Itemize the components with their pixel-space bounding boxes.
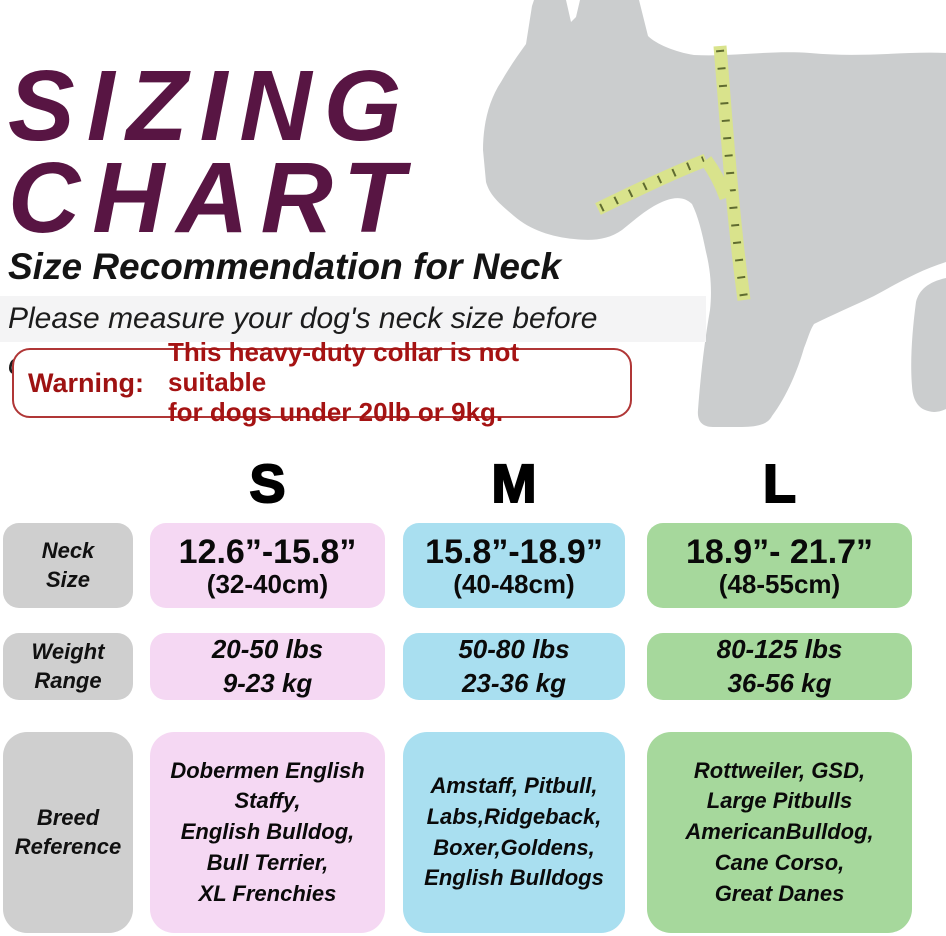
page-subtitle: Size Recommendation for Neck	[8, 246, 562, 287]
row-label-neck-size: Neck Size	[3, 523, 133, 608]
breed-list: Dobermen English Staffy, English Bulldog…	[170, 757, 365, 906]
row-label-text: Weight Range	[31, 638, 105, 693]
column-header-l: L	[762, 453, 797, 515]
breed-list: Rottweiler, GSD, Large Pitbulls American…	[685, 757, 874, 906]
weight-range-text: 80-125 lbs 36-56 kg	[716, 633, 843, 698]
warning-label: Warning:	[28, 367, 144, 398]
cell-breed-reference-s: Dobermen English Staffy, English Bulldog…	[150, 732, 385, 933]
cell-weight-range-m: 50-80 lbs 23-36 kg	[403, 633, 625, 700]
measuring-tape-vertical	[713, 45, 751, 301]
cell-weight-range-s: 20-50 lbs 9-23 kg	[150, 633, 385, 700]
note-strip	[0, 296, 706, 342]
neck-size-inches: 18.9”- 21.7”	[685, 532, 874, 571]
weight-range-text: 20-50 lbs 9-23 kg	[211, 633, 324, 698]
cell-weight-range-l: 80-125 lbs 36-56 kg	[647, 633, 912, 700]
cell-neck-size-l: 18.9”- 21.7” (48-55cm)	[647, 523, 912, 608]
column-header-s: S	[248, 453, 286, 515]
row-label-breed-reference: Breed Reference	[3, 732, 133, 933]
weight-range-text: 50-80 lbs 23-36 kg	[458, 633, 570, 698]
cell-breed-reference-m: Amstaff, Pitbull, Labs,Ridgeback, Boxer,…	[403, 732, 625, 933]
row-label-text: Neck Size	[41, 537, 95, 592]
dog-silhouette	[483, 0, 946, 427]
row-label-text: Breed Reference	[14, 804, 122, 859]
dog-hind-leg	[911, 278, 946, 412]
neck-size-cm: (32-40cm)	[206, 568, 329, 599]
cell-breed-reference-l: Rottweiler, GSD, Large Pitbulls American…	[647, 732, 912, 933]
dog-measuring-tape-illustration	[483, 0, 946, 427]
breed-list: Amstaff, Pitbull, Labs,Ridgeback, Boxer,…	[424, 772, 604, 891]
warning-message: This heavy-duty collar is not suitable f…	[167, 337, 520, 427]
neck-size-inches: 15.8”-18.9”	[425, 532, 603, 571]
neck-size-cm: (40-48cm)	[453, 568, 575, 599]
warning-box: Warning: This heavy-duty collar is not s…	[12, 337, 632, 427]
cell-neck-size-s: 12.6”-15.8” (32-40cm)	[150, 523, 385, 608]
row-label-weight-range: Weight Range	[3, 633, 133, 700]
measuring-tape-junction	[700, 156, 733, 201]
cell-neck-size-m: 15.8”-18.9” (40-48cm)	[403, 523, 625, 608]
measuring-tape-neck	[595, 153, 709, 215]
neck-size-inches: 12.6”-15.8”	[178, 532, 357, 571]
column-header-m: M	[491, 453, 538, 515]
measure-note: Please measure your dog's neck size befo…	[8, 302, 598, 381]
measuring-tape-vertical-ticks	[716, 49, 748, 299]
page-title: SIZING CHART	[8, 50, 417, 254]
neck-size-cm: (48-55cm)	[718, 568, 841, 599]
